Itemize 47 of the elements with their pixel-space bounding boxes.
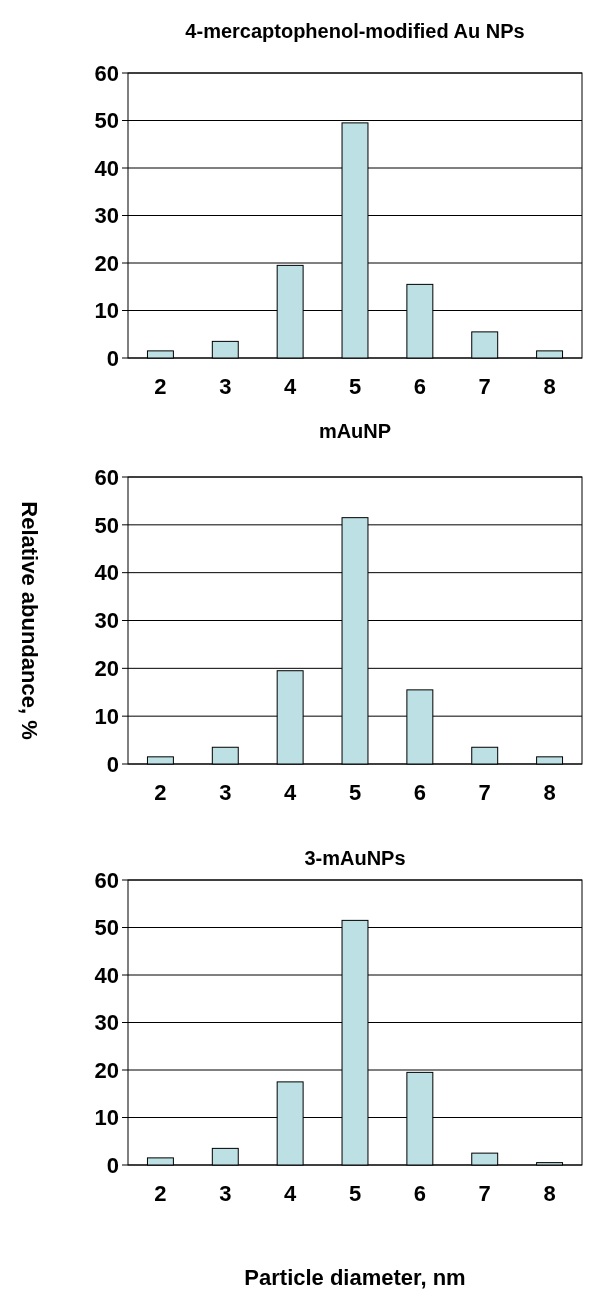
x-tick-label: 2 [154,780,167,805]
x-tick-label: 5 [348,374,362,399]
y-tick-label: 10 [94,1105,119,1131]
x-tick-label: 7 [478,1181,491,1206]
x-tick-label: 7 [478,374,491,399]
x-tick-label: 4 [284,1181,298,1206]
x-tick-label: 5 [348,780,362,805]
x-tick-label: 8 [543,1181,556,1206]
y-tick-label: 20 [94,1057,119,1083]
x-tick-label: 8 [543,780,556,805]
chart-title: 4-mercaptophenol-modified Au NPs [185,20,525,42]
x-tick-label: 3 [219,1181,232,1206]
x-tick-label: 8 [543,374,556,399]
y-tick-label: 40 [94,155,119,181]
x-tick-label: 6 [413,374,426,399]
y-tick-label: 60 [94,464,119,490]
y-tick-label: 10 [94,703,119,729]
x-tick-label: 4 [284,374,298,399]
x-tick-label: 7 [478,780,491,805]
y-tick-label: 40 [94,962,119,988]
y-tick-label: 0 [106,345,119,371]
y-tick-label: 20 [94,250,119,276]
x-tick-label: 5 [348,1181,362,1206]
x-tick-label: 2 [154,1181,167,1206]
chart-title: mAuNP [318,420,392,442]
x-axis-title: Particle diameter, nm [244,1265,466,1290]
y-tick-label: 30 [94,203,119,229]
x-tick-label: 3 [219,374,232,399]
y-tick-label: 50 [94,512,119,538]
y-tick-label: 60 [94,867,119,893]
chart-title: 3-mAuNPs [304,847,406,869]
y-axis-title: Relative abundance, % [17,501,42,740]
y-tick-label: 0 [106,1152,119,1178]
y-tick-label: 50 [94,915,119,941]
x-tick-label: 4 [284,780,298,805]
y-tick-label: 40 [94,560,119,586]
y-tick-label: 0 [106,751,119,777]
y-tick-label: 10 [94,298,119,324]
y-tick-label: 30 [94,1010,119,1036]
y-tick-label: 20 [94,656,119,682]
x-tick-label: 6 [413,1181,426,1206]
x-tick-label: 2 [154,374,167,399]
y-tick-label: 60 [94,60,119,86]
x-tick-label: 3 [219,780,232,805]
x-tick-label: 6 [413,780,426,805]
y-tick-label: 30 [94,608,119,634]
y-tick-label: 50 [94,108,119,134]
